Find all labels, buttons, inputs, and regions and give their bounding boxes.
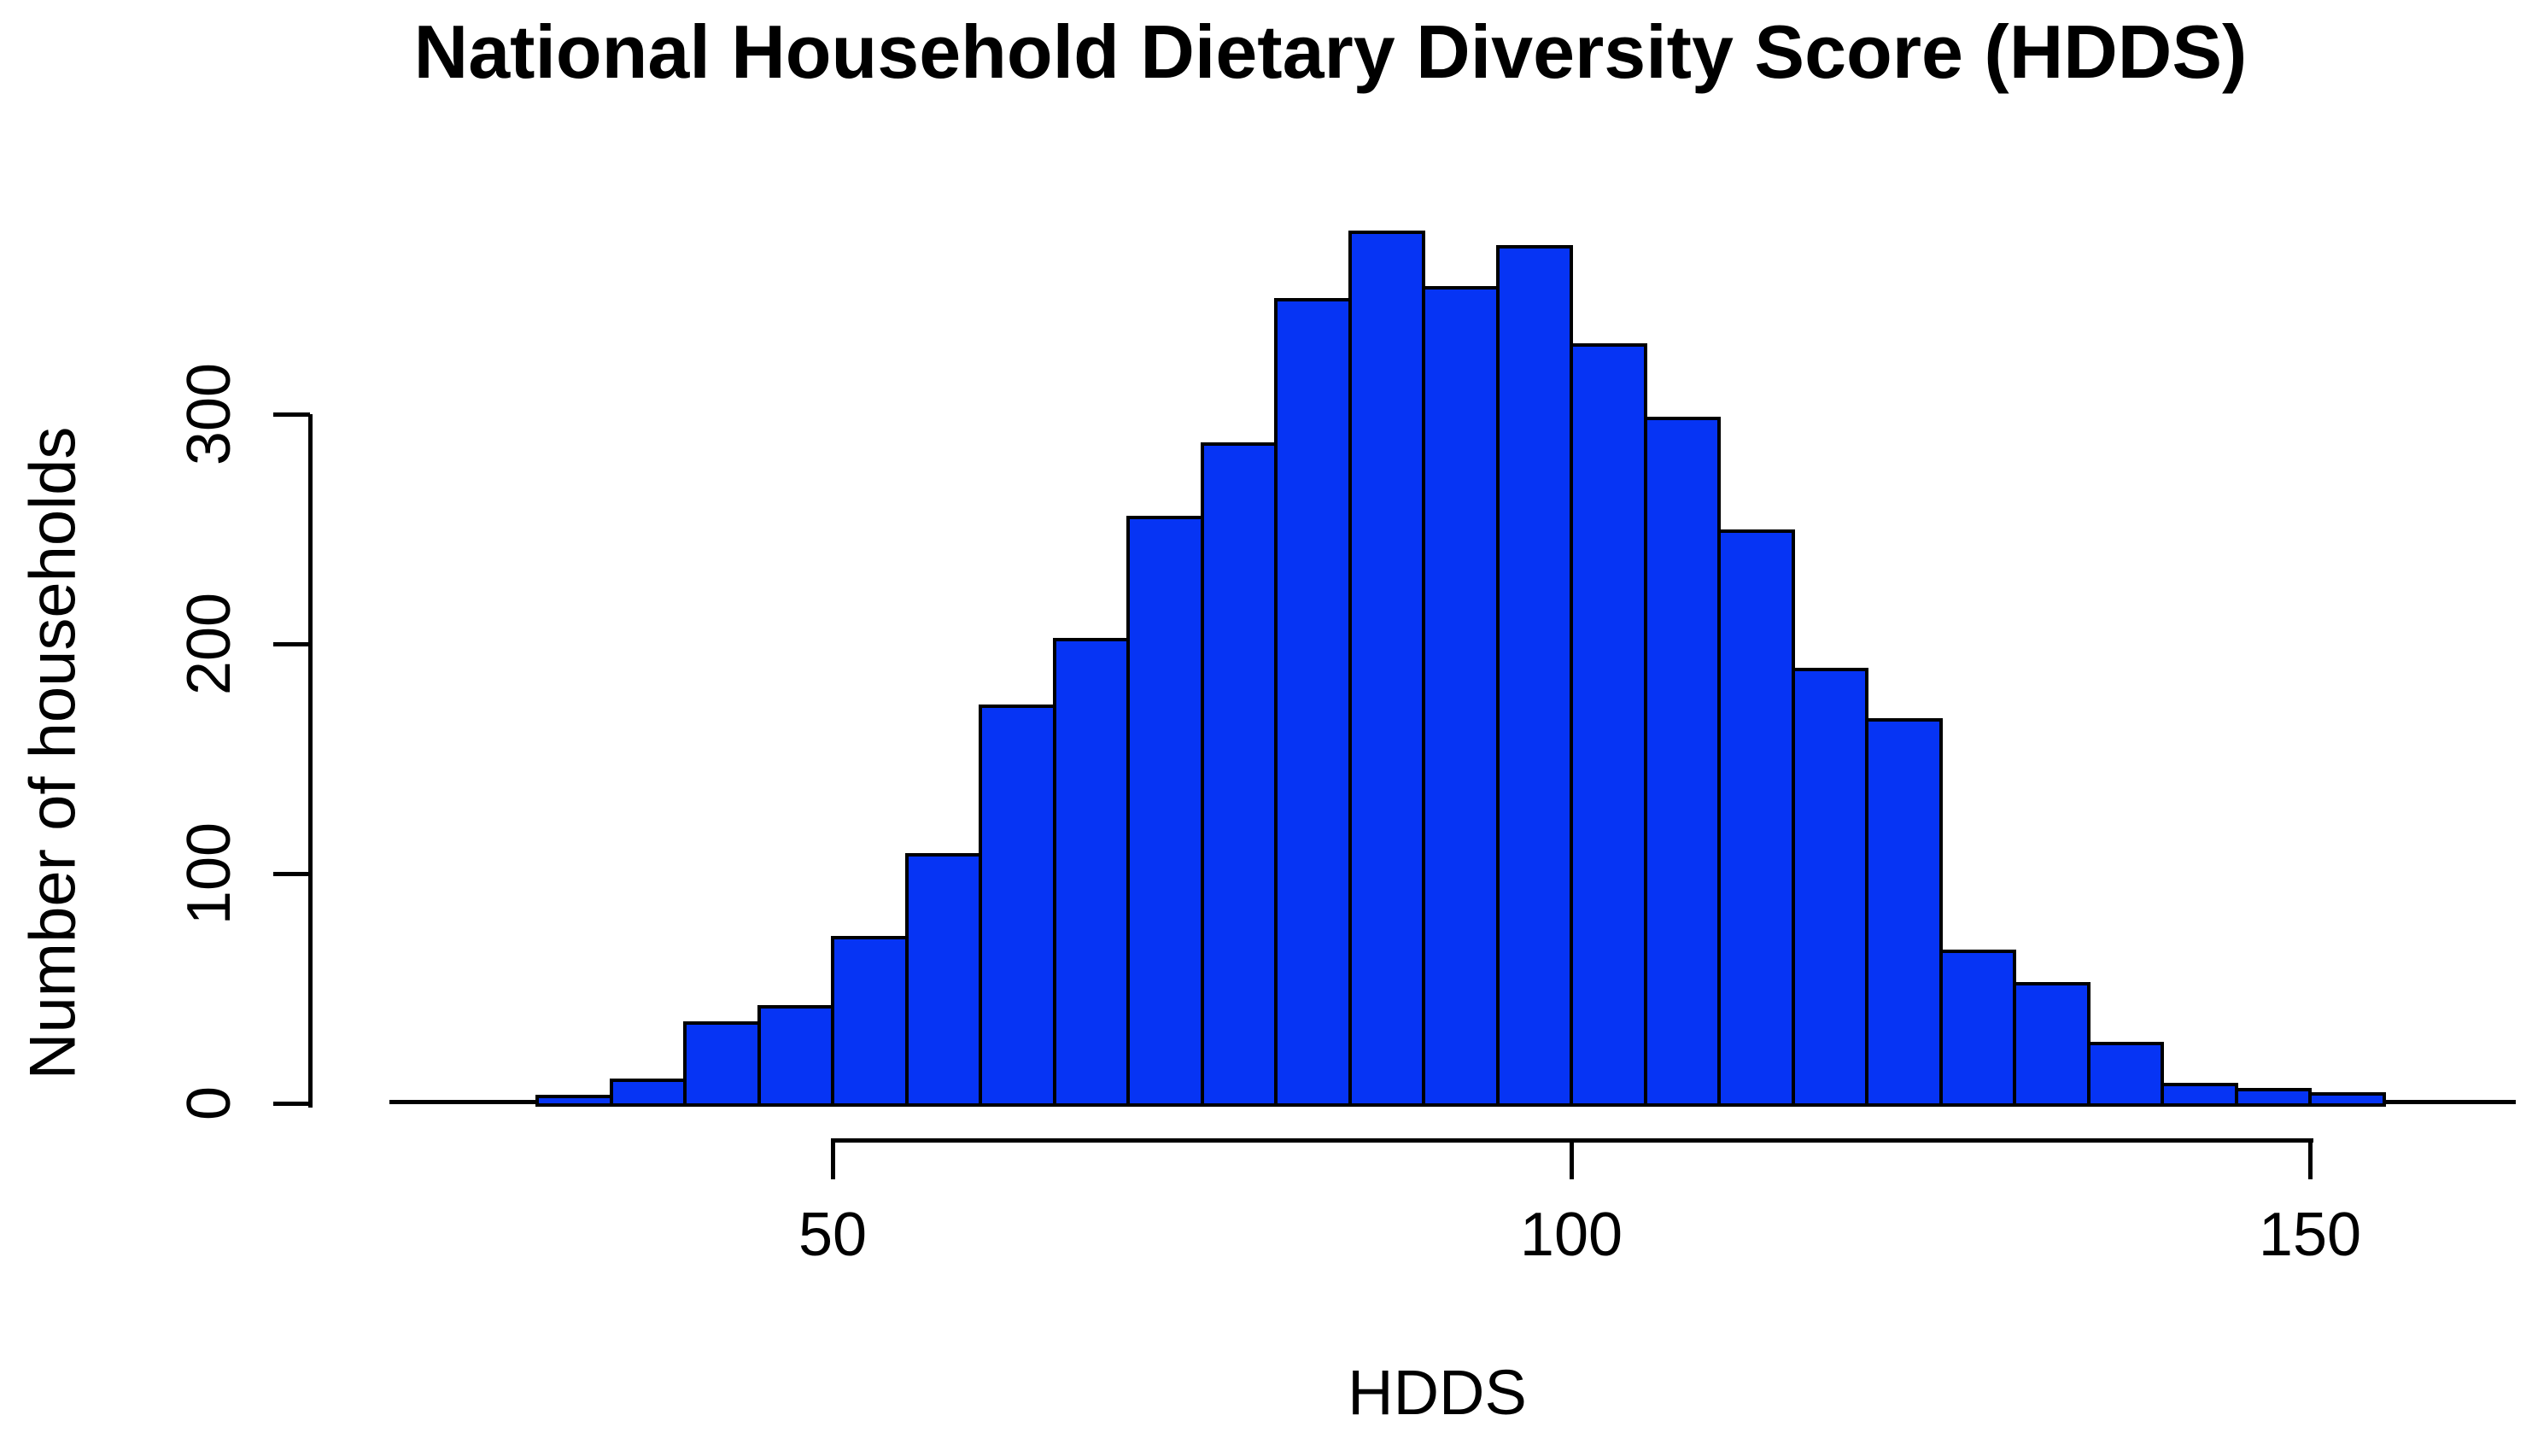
histogram-bar xyxy=(1126,516,1204,1107)
histogram-bar xyxy=(1643,417,1721,1107)
x-tick-label: 150 xyxy=(2258,1201,2362,1269)
histogram-bar xyxy=(1052,637,1130,1107)
x-tick-label: 100 xyxy=(1519,1201,1623,1269)
histogram-bar xyxy=(2013,982,2091,1107)
y-axis-tick xyxy=(273,642,310,646)
histogram-bar xyxy=(1791,667,1868,1107)
histogram-bar xyxy=(1200,441,1278,1107)
histogram-bar xyxy=(609,1079,687,1107)
histogram-bar xyxy=(2308,1092,2386,1107)
histogram-bar xyxy=(1422,286,1500,1107)
histogram-bar xyxy=(1495,244,1573,1107)
x-axis-tick xyxy=(831,1138,835,1179)
y-tick-label: 200 xyxy=(175,592,243,696)
histogram-bar xyxy=(2234,1087,2312,1107)
y-tick-label: 300 xyxy=(175,362,243,466)
histogram-bar xyxy=(1274,297,1352,1107)
x-axis-tick xyxy=(1570,1138,1574,1179)
y-tick-label: 100 xyxy=(175,822,243,926)
histogram-bar xyxy=(1348,231,1425,1107)
y-axis-tick xyxy=(273,872,310,876)
histogram-bar xyxy=(535,1094,613,1107)
x-axis-tick xyxy=(2308,1138,2313,1179)
y-axis-tick xyxy=(273,1102,310,1106)
y-axis-label: Number of households xyxy=(16,426,90,1080)
histogram-bar xyxy=(757,1005,834,1107)
y-tick-label: 0 xyxy=(175,1085,243,1121)
histogram-bar xyxy=(2086,1042,2164,1107)
y-axis-tick xyxy=(273,412,310,417)
chart-title: National Household Dietary Diversity Sco… xyxy=(413,9,2248,94)
histogram-bar xyxy=(831,936,909,1107)
y-axis-line xyxy=(308,414,313,1108)
x-axis-label: HDDS xyxy=(1348,1357,1527,1428)
histogram-bar xyxy=(2161,1083,2238,1107)
histogram-bar xyxy=(904,853,982,1107)
histogram-bar xyxy=(683,1020,761,1107)
histogram-bar xyxy=(1717,529,1795,1107)
histogram-bar xyxy=(1570,343,1647,1107)
histogram-bar xyxy=(1865,717,1943,1107)
histogram-bar xyxy=(979,704,1056,1107)
x-tick-label: 50 xyxy=(798,1201,868,1269)
histogram-bar xyxy=(1938,950,2016,1107)
